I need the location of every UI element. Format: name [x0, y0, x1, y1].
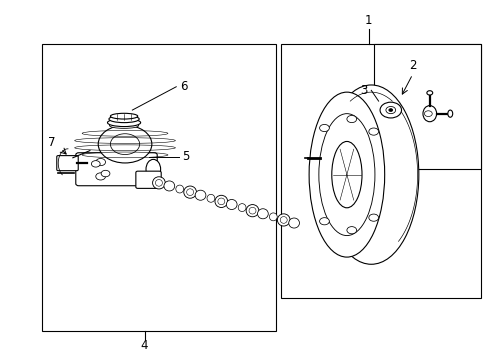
Bar	[373, 44, 480, 169]
Ellipse shape	[323, 85, 418, 264]
Ellipse shape	[426, 91, 432, 95]
Circle shape	[424, 111, 431, 117]
Text: 6: 6	[180, 80, 187, 93]
FancyBboxPatch shape	[57, 156, 78, 171]
Ellipse shape	[226, 199, 237, 210]
Circle shape	[96, 158, 105, 166]
Ellipse shape	[109, 123, 139, 129]
Circle shape	[388, 109, 392, 112]
Bar	[281, 44, 480, 298]
Circle shape	[385, 107, 395, 114]
Ellipse shape	[447, 110, 452, 117]
Ellipse shape	[308, 92, 384, 257]
Circle shape	[91, 161, 100, 167]
Ellipse shape	[98, 125, 152, 163]
Ellipse shape	[146, 159, 160, 179]
Circle shape	[319, 218, 329, 225]
Circle shape	[368, 214, 378, 221]
FancyBboxPatch shape	[76, 153, 157, 186]
Circle shape	[368, 128, 378, 135]
Circle shape	[346, 226, 356, 234]
Ellipse shape	[277, 214, 289, 226]
Circle shape	[346, 116, 356, 123]
Circle shape	[101, 170, 110, 177]
Ellipse shape	[257, 209, 268, 219]
Ellipse shape	[331, 141, 361, 208]
Text: 5: 5	[182, 150, 189, 163]
Ellipse shape	[215, 195, 227, 207]
Ellipse shape	[245, 204, 258, 217]
Text: 7: 7	[48, 136, 56, 149]
Circle shape	[319, 125, 329, 132]
Text: 1: 1	[365, 14, 372, 27]
Text: 4: 4	[141, 339, 148, 352]
Ellipse shape	[107, 119, 141, 127]
Circle shape	[379, 102, 401, 118]
Ellipse shape	[109, 116, 139, 123]
Ellipse shape	[195, 190, 205, 200]
Ellipse shape	[206, 194, 214, 202]
Ellipse shape	[163, 181, 174, 191]
Circle shape	[96, 173, 105, 180]
Ellipse shape	[183, 186, 196, 198]
Ellipse shape	[269, 213, 277, 221]
Ellipse shape	[176, 185, 183, 193]
Ellipse shape	[422, 105, 436, 122]
Ellipse shape	[318, 114, 374, 235]
Ellipse shape	[152, 177, 165, 189]
Ellipse shape	[288, 218, 299, 228]
Ellipse shape	[110, 113, 138, 119]
Text: 2: 2	[408, 59, 416, 72]
FancyBboxPatch shape	[136, 171, 161, 188]
Text: 3: 3	[360, 84, 367, 97]
Bar	[42, 44, 276, 330]
Ellipse shape	[238, 204, 245, 212]
